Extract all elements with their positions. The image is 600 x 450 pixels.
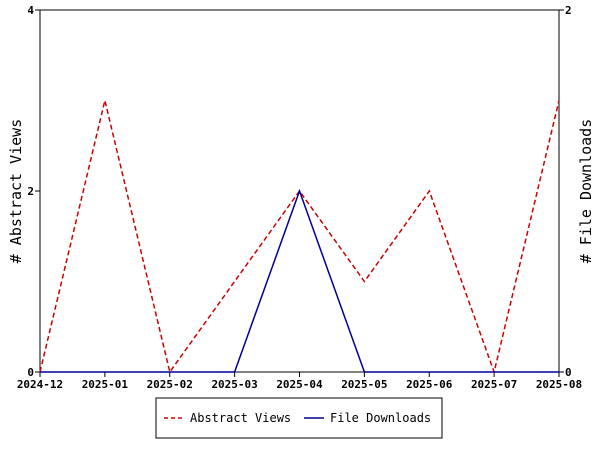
x-tick-label: 2025-04 [276,378,323,391]
x-tick-label: 2024-12 [17,378,63,391]
legend-box [155,397,443,439]
left-y-tick-label: 0 [27,366,34,379]
x-tick-label: 2025-08 [536,378,582,391]
right-y-tick-label: 2 [565,4,572,17]
x-tick-label: 2025-01 [82,378,129,391]
series-lines [39,100,560,375]
x-tick-label: 2025-02 [147,378,193,391]
x-tick-label: 2025-05 [341,378,387,391]
right-y-axis-ticks: 02 [559,4,572,379]
legend-label-file-downloads: File Downloads [330,411,431,425]
right-y-axis-title: # File Downloads [577,119,595,264]
series-line-file-downloads [40,188,559,373]
x-tick-label: 2025-06 [406,378,453,391]
x-tick-label: 2025-03 [211,378,257,391]
legend-label-abstract-views: Abstract Views [190,411,291,425]
left-y-axis-ticks: 0 2 4 [27,4,40,379]
left-y-tick-label: 4 [27,4,34,17]
right-y-tick-label: 0 [565,366,572,379]
x-axis-ticks: 2024-12 2025-01 2025-02 2025-03 2025-04 2025-… [17,372,582,391]
legend: Abstract Views File Downloads [155,397,443,439]
left-y-axis-title: # Abstract Views [7,119,25,264]
left-y-tick-label: 2 [27,185,34,198]
x-tick-label: 2025-07 [471,378,517,391]
